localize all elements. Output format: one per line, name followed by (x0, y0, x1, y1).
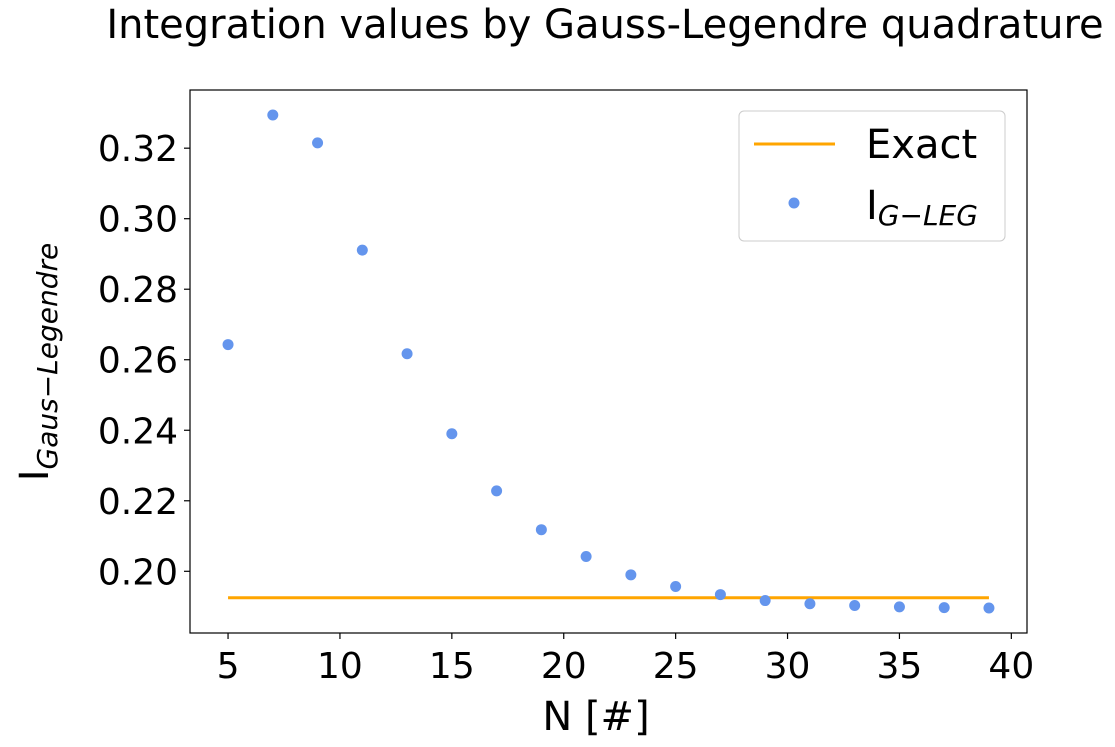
y-tick-label: 0.20 (98, 552, 178, 593)
y-axis-label-sub: Gaus−Legendre (31, 243, 64, 470)
y-tick-label: 0.32 (98, 129, 178, 170)
x-tick-label: 10 (317, 646, 363, 687)
data-point (312, 137, 324, 149)
x-tick-label: 30 (765, 646, 811, 687)
y-tick-label: 0.28 (98, 270, 178, 311)
y-axis: 0.20 0.22 0.24 0.26 0.28 0.30 0.32 (98, 129, 190, 593)
legend-ileg-swatch (788, 197, 800, 209)
data-point (759, 595, 771, 607)
y-tick-label: 0.24 (98, 411, 178, 452)
x-tick-label: 25 (653, 646, 699, 687)
data-point (670, 580, 682, 592)
series-layer (222, 109, 995, 614)
data-point (446, 428, 458, 440)
chart-title: Integration values by Gauss-Legendre qua… (106, 2, 1103, 48)
x-tick-label: 35 (877, 646, 923, 687)
data-point (491, 485, 503, 497)
legend-ileg-label: IG−LEG (866, 183, 978, 232)
data-point (401, 348, 413, 360)
data-point (267, 109, 279, 121)
data-point (714, 589, 726, 601)
x-axis-label: N [#] (542, 694, 649, 740)
legend-exact-label: Exact (866, 122, 977, 168)
y-axis-label-base: I (12, 469, 58, 481)
data-point (356, 244, 368, 256)
x-tick-label: 5 (217, 646, 240, 687)
data-point (893, 601, 905, 613)
data-point (535, 524, 547, 536)
data-point (804, 598, 816, 610)
x-tick-label: 20 (541, 646, 587, 687)
data-point (625, 569, 637, 581)
data-point (938, 602, 950, 614)
data-point (222, 339, 234, 351)
legend-ileg-label-sub: G−LEG (878, 199, 978, 232)
x-tick-label: 40 (988, 646, 1034, 687)
data-point (983, 602, 995, 614)
legend-ileg-label-base: I (866, 183, 878, 229)
y-tick-label: 0.26 (98, 341, 178, 382)
x-tick-label: 15 (429, 646, 475, 687)
legend: Exact IG−LEG (738, 110, 1006, 242)
data-point (580, 550, 592, 562)
y-tick-label: 0.22 (98, 482, 178, 523)
x-axis: 5 10 15 20 25 30 35 40 (217, 633, 1034, 687)
data-point (849, 599, 861, 611)
y-tick-label: 0.30 (98, 200, 178, 241)
y-axis-label: IGaus−Legendre (12, 243, 64, 482)
